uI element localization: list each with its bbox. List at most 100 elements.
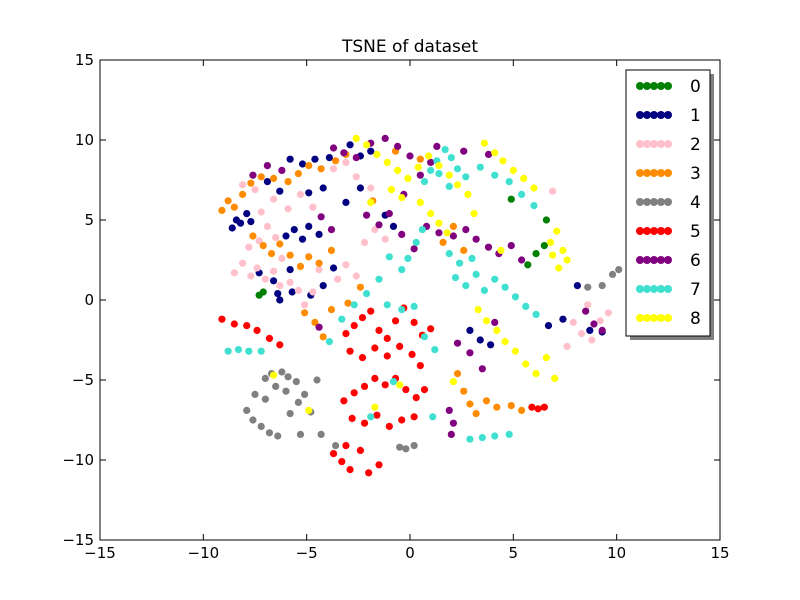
point-series-8-38 xyxy=(542,354,551,362)
point-series-4-27 xyxy=(313,376,321,384)
point-series-2-17 xyxy=(284,205,292,213)
point-series-5-12 xyxy=(358,354,367,362)
point-series-5-29 xyxy=(373,411,381,419)
legend-entry-8: 8 xyxy=(636,309,701,329)
legend-entry-5: 5 xyxy=(636,222,701,242)
legend-marker xyxy=(636,256,644,264)
point-series-6-42 xyxy=(484,150,493,158)
point-series-2-2 xyxy=(247,272,255,280)
point-series-6-34 xyxy=(491,318,499,326)
legend-marker xyxy=(657,256,665,264)
point-series-7-18 xyxy=(491,275,499,283)
point-series-4-13 xyxy=(261,374,269,382)
legend-marker xyxy=(636,198,644,206)
point-series-8-14 xyxy=(367,198,375,206)
point-series-6-41 xyxy=(460,147,468,155)
y-tick-label: −10 xyxy=(62,451,94,469)
point-series-8-30 xyxy=(549,251,557,259)
legend-marker xyxy=(657,198,665,206)
point-series-5-5 xyxy=(383,334,391,342)
point-series-3-27 xyxy=(356,283,364,291)
point-series-5-24 xyxy=(402,386,410,394)
point-series-5-26 xyxy=(420,386,429,394)
point-series-3-3 xyxy=(239,190,247,198)
series-2 xyxy=(230,158,613,350)
legend-marker xyxy=(650,227,658,235)
legend-marker xyxy=(636,140,644,148)
point-series-2-38 xyxy=(584,301,592,309)
point-series-7-13 xyxy=(530,202,538,210)
point-series-8-26 xyxy=(553,227,561,235)
point-series-7-5 xyxy=(453,165,462,173)
point-series-6-5 xyxy=(394,142,402,150)
legend-marker xyxy=(650,285,658,293)
point-series-1-4 xyxy=(247,218,255,226)
point-series-8-42 xyxy=(305,406,313,414)
point-series-6-4 xyxy=(381,134,389,142)
point-series-6-10 xyxy=(375,221,383,229)
point-series-8-8 xyxy=(435,162,443,170)
legend-marker xyxy=(643,169,651,177)
point-series-6-37 xyxy=(590,320,598,328)
point-series-2-28 xyxy=(329,165,338,173)
point-series-5-48 xyxy=(540,403,548,411)
point-series-1-6 xyxy=(290,226,298,234)
point-series-0-6 xyxy=(542,216,551,224)
legend-entry-1: 1 xyxy=(636,106,701,126)
point-series-4-2 xyxy=(257,422,265,430)
point-series-7-40 xyxy=(431,346,439,354)
point-series-2-11 xyxy=(245,243,253,251)
point-series-6-9 xyxy=(363,211,371,219)
point-series-3-18 xyxy=(296,262,305,270)
point-series-1-8 xyxy=(305,222,313,230)
point-series-4-17 xyxy=(296,430,305,438)
point-series-7-38 xyxy=(410,302,418,310)
point-series-6-0 xyxy=(329,144,338,152)
y-tick-label: 5 xyxy=(84,211,94,229)
point-series-7-9 xyxy=(476,163,484,171)
legend-entry-4: 4 xyxy=(636,193,701,213)
point-series-7-36 xyxy=(383,301,391,309)
point-series-5-16 xyxy=(408,350,416,358)
point-series-6-19 xyxy=(484,243,493,251)
point-series-6-30 xyxy=(447,430,455,438)
point-series-8-40 xyxy=(396,381,404,389)
series-7 xyxy=(224,146,540,443)
point-series-1-20 xyxy=(263,178,271,186)
point-series-2-41 xyxy=(276,282,284,290)
point-series-5-38 xyxy=(375,461,383,469)
point-series-7-22 xyxy=(532,310,540,318)
point-series-5-8 xyxy=(410,318,418,326)
point-series-3-36 xyxy=(439,238,447,246)
point-series-6-26 xyxy=(317,213,325,221)
point-series-5-10 xyxy=(427,325,435,333)
point-series-4-6 xyxy=(261,395,269,403)
point-series-2-1 xyxy=(239,259,247,267)
legend-marker xyxy=(643,82,651,90)
point-series-7-35 xyxy=(325,338,333,346)
point-series-5-30 xyxy=(385,422,393,430)
point-series-6-40 xyxy=(433,142,441,150)
point-series-8-46 xyxy=(470,210,478,218)
point-series-5-35 xyxy=(346,466,354,474)
legend-marker xyxy=(636,82,644,90)
point-series-8-15 xyxy=(416,198,424,206)
point-series-0-1 xyxy=(532,250,540,258)
point-series-2-35 xyxy=(596,317,604,325)
point-series-2-20 xyxy=(239,181,247,189)
point-series-5-21 xyxy=(371,374,379,382)
point-series-3-14 xyxy=(259,242,267,250)
point-series-3-0 xyxy=(218,206,226,214)
point-series-5-33 xyxy=(329,450,338,458)
point-series-8-6 xyxy=(414,163,422,171)
point-series-7-15 xyxy=(462,282,470,290)
chart-title: TSNE of dataset xyxy=(341,37,478,57)
point-series-4-21 xyxy=(410,442,418,450)
point-series-5-27 xyxy=(348,414,356,422)
point-series-4-7 xyxy=(272,382,280,390)
point-series-8-16 xyxy=(427,210,435,218)
point-series-3-23 xyxy=(311,318,319,326)
point-series-8-20 xyxy=(491,149,499,157)
point-series-2-27 xyxy=(381,235,389,243)
point-series-2-40 xyxy=(315,266,323,274)
